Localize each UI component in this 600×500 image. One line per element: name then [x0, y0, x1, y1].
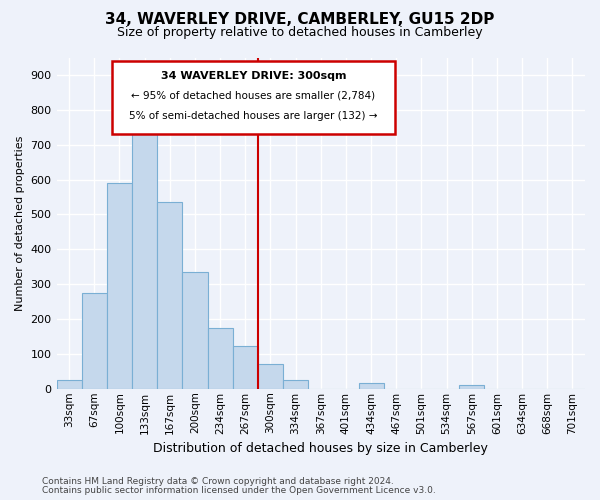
Bar	[132, 130, 157, 389]
Bar	[107, 183, 132, 389]
Bar	[258, 364, 283, 389]
Text: Size of property relative to detached houses in Camberley: Size of property relative to detached ho…	[117, 26, 483, 39]
Text: ← 95% of detached houses are smaller (2,784): ← 95% of detached houses are smaller (2,…	[131, 90, 376, 101]
Bar	[283, 380, 308, 389]
Bar	[233, 346, 258, 389]
Text: Contains public sector information licensed under the Open Government Licence v3: Contains public sector information licen…	[42, 486, 436, 495]
Text: 34 WAVERLEY DRIVE: 300sqm: 34 WAVERLEY DRIVE: 300sqm	[161, 71, 346, 81]
X-axis label: Distribution of detached houses by size in Camberley: Distribution of detached houses by size …	[154, 442, 488, 455]
Text: Contains HM Land Registry data © Crown copyright and database right 2024.: Contains HM Land Registry data © Crown c…	[42, 477, 394, 486]
Y-axis label: Number of detached properties: Number of detached properties	[15, 136, 25, 311]
Bar	[359, 383, 383, 389]
Bar	[182, 272, 208, 389]
FancyBboxPatch shape	[112, 61, 395, 134]
Text: 34, WAVERLEY DRIVE, CAMBERLEY, GU15 2DP: 34, WAVERLEY DRIVE, CAMBERLEY, GU15 2DP	[106, 12, 494, 28]
Bar	[157, 202, 182, 389]
Text: 5% of semi-detached houses are larger (132) →: 5% of semi-detached houses are larger (1…	[129, 110, 377, 120]
Bar	[56, 380, 82, 389]
Bar	[82, 293, 107, 389]
Bar	[459, 386, 484, 389]
Bar	[208, 328, 233, 389]
